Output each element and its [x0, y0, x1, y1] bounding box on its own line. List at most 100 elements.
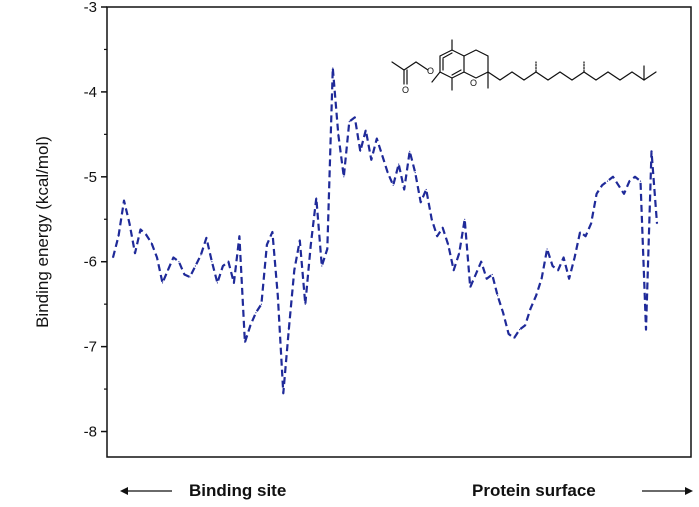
data-point [167, 269, 169, 271]
data-point [370, 159, 372, 161]
data-point [337, 133, 339, 135]
right-arrow-icon [642, 487, 693, 495]
data-point [238, 235, 240, 237]
y-axis-title: Binding energy (kcal/mol) [33, 136, 52, 328]
data-point [348, 121, 350, 123]
data-point [381, 155, 383, 157]
data-point [172, 256, 174, 259]
data-point [266, 244, 268, 246]
y-tick-label: -6 [84, 254, 97, 271]
data-point [376, 138, 378, 140]
y-tick-label: -8 [84, 424, 97, 441]
data-point [123, 200, 125, 202]
tocopheryl-acetate-structure-icon: O O O [391, 39, 657, 95]
data-point [436, 235, 438, 237]
data-point [277, 295, 279, 297]
data-point [486, 278, 488, 280]
protein-surface-caption: Protein surface [472, 481, 596, 500]
data-point [524, 324, 526, 326]
data-point [502, 312, 504, 314]
data-point [508, 333, 510, 335]
y-axis: -3 -4 -5 -6 -7 -8 [84, 0, 107, 441]
data-point [365, 129, 367, 131]
data-point [650, 150, 653, 152]
data-point [260, 303, 262, 305]
data-point [497, 295, 499, 297]
y-tick-label: -3 [84, 0, 97, 16]
data-point [634, 176, 636, 178]
data-point [178, 261, 180, 263]
data-point [606, 180, 609, 182]
plot-frame [106, 6, 692, 458]
data-point [414, 172, 416, 174]
data-point [590, 222, 592, 225]
data-point [519, 329, 521, 331]
data-point [623, 193, 625, 195]
data-point [596, 193, 598, 195]
data-point [249, 324, 251, 326]
data-point [134, 252, 136, 254]
data-point [480, 261, 482, 263]
data-point [293, 269, 295, 271]
data-point [585, 235, 587, 237]
data-point [321, 265, 323, 267]
data-point [310, 244, 312, 246]
data-point [189, 276, 191, 278]
data-point [617, 184, 620, 186]
y-tick-label: -7 [84, 339, 97, 356]
data-point [150, 242, 153, 244]
data-point [442, 227, 444, 229]
data-point [541, 278, 543, 280]
data-point [628, 180, 631, 182]
data-point [552, 265, 554, 267]
data-point [431, 218, 433, 220]
data-point [574, 256, 576, 259]
svg-text:O: O [402, 85, 409, 95]
data-point [469, 286, 471, 288]
data-point [227, 261, 229, 263]
svg-text:O: O [470, 78, 477, 88]
data-point [579, 231, 581, 233]
data-point [425, 188, 427, 191]
data-point [222, 265, 224, 267]
data-point [139, 228, 142, 231]
data-point [447, 244, 449, 246]
data-point [530, 307, 532, 309]
data-point [656, 222, 658, 225]
data-point [354, 116, 356, 118]
svg-text:O: O [427, 66, 434, 76]
data-point [216, 282, 218, 284]
data-point [403, 188, 405, 191]
data-point [288, 329, 290, 331]
data-point [343, 176, 345, 178]
data-point [464, 218, 466, 220]
data-point [458, 252, 460, 254]
data-point [387, 172, 389, 174]
series-points [112, 67, 658, 394]
data-point [145, 233, 147, 236]
y-tick-label: -4 [84, 84, 97, 101]
data-point [326, 248, 328, 250]
data-point [299, 239, 301, 242]
data-point [194, 265, 196, 267]
data-point [304, 303, 306, 305]
data-point [128, 222, 131, 225]
data-point [200, 254, 202, 256]
data-point [563, 256, 565, 259]
data-point [601, 184, 603, 186]
left-arrow-icon [120, 487, 172, 495]
data-point [612, 176, 614, 178]
data-point [398, 163, 400, 165]
data-point [282, 392, 284, 394]
data-point [205, 237, 207, 239]
binding-site-caption: Binding site [189, 481, 287, 500]
data-point [491, 273, 493, 276]
data-point [535, 295, 537, 297]
y-tick-label: -5 [84, 169, 97, 186]
data-point [420, 201, 422, 203]
data-point [112, 256, 114, 259]
data-point [117, 235, 120, 237]
data-point [156, 256, 158, 259]
data-point [639, 180, 642, 182]
